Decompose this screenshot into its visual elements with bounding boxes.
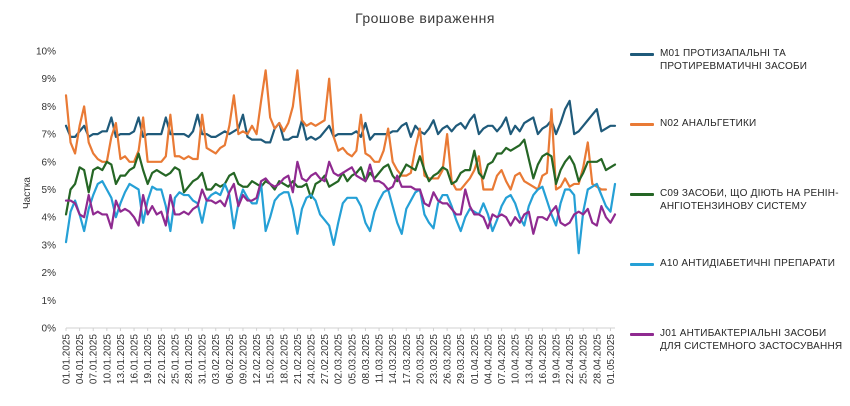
x-tick-label: 08.03.2025: [361, 334, 372, 384]
y-tick-label: 0%: [42, 324, 57, 335]
x-tick-label: 05.03.2025: [347, 334, 358, 384]
x-tick-label: 29.03.2025: [456, 334, 467, 384]
x-tick-label: 07.04.2025: [497, 334, 508, 384]
x-tick-label: 01.01.2025: [62, 334, 73, 384]
y-tick-label: 1%: [42, 296, 57, 307]
x-tick-label: 24.02.2025: [307, 334, 318, 384]
x-tick-label: 17.03.2025: [402, 334, 413, 384]
legend-label-c09: C09 ЗАСОБИ, ЩО ДІЮТЬ НА РЕНІН-АНГІОТЕНЗИ…: [660, 188, 839, 212]
series-line-m01: [64, 99, 617, 144]
x-tick-label: 13.01.2025: [116, 334, 127, 384]
x-tick-label: 06.02.2025: [225, 334, 236, 384]
legend-item-a10[interactable]: A10 АНТИДІАБЕТИЧНІ ПРЕПАРАТИ: [630, 257, 845, 270]
axes: 0% 1% 2% 3% 4% 5% 6% 7% 8% 9% 10% 01.01.2025 04.01.2…: [36, 47, 617, 385]
y-tick-label: 8%: [42, 102, 57, 113]
x-tick-label: 19.01.2025: [143, 334, 154, 384]
x-tick-label: 22.04.2025: [565, 334, 576, 384]
legend-item-n02[interactable]: N02 АНАЛЬГЕТИКИ: [630, 117, 845, 130]
series-lines: [64, 69, 617, 255]
chart-legend: М01 ПРОТИЗАПАЛЬНІ ТА ПРОТИРЕВМАТИЧНІ ЗАС…: [630, 0, 850, 406]
y-axis-label: Частка: [22, 177, 33, 209]
legend-item-c09[interactable]: C09 ЗАСОБИ, ЩО ДІЮТЬ НА РЕНІН-АНГІОТЕНЗИ…: [630, 187, 845, 213]
x-tick-label: 11.03.2025: [375, 334, 386, 384]
x-tick-label: 16.01.2025: [130, 334, 141, 384]
x-tick-label: 19.04.2025: [552, 334, 563, 384]
chart-title: Грошове вираження: [355, 10, 495, 26]
legend-label-j01: J01 АНТИБАКТЕРІАЛЬНІ ЗАСОБИ ДЛЯ СИСТЕМНО…: [660, 328, 843, 352]
x-tick-label: 04.01.2025: [75, 334, 86, 384]
x-tick-label: 15.02.2025: [266, 334, 277, 384]
legend-swatch-n02: [630, 123, 654, 126]
x-tick-label: 22.01.2025: [157, 334, 168, 384]
x-tick-label: 28.04.2025: [592, 334, 603, 384]
series-line-j01: [64, 160, 617, 235]
legend-item-j01[interactable]: J01 АНТИБАКТЕРІАЛЬНІ ЗАСОБИ ДЛЯ СИСТЕМНО…: [630, 327, 845, 353]
y-tick-label: 5%: [42, 185, 57, 196]
x-tick-label: 21.02.2025: [293, 334, 304, 384]
x-tick-label: 31.01.2025: [198, 334, 209, 384]
x-tick-label: 01.04.2025: [470, 334, 481, 384]
legend-swatch-j01: [630, 333, 654, 336]
series-line-n02: [64, 69, 608, 191]
x-tick-label: 18.02.2025: [279, 334, 290, 384]
legend-item-m01[interactable]: М01 ПРОТИЗАПАЛЬНІ ТА ПРОТИРЕВМАТИЧНІ ЗАС…: [630, 47, 845, 73]
legend-label-n02: N02 АНАЛЬГЕТИКИ: [660, 118, 757, 129]
y-tick-label: 10%: [36, 47, 56, 58]
x-tick-label: 03.02.2025: [211, 334, 222, 384]
series-line-c09: [64, 138, 617, 216]
x-tick-label: 10.01.2025: [102, 334, 113, 384]
x-tick-label: 07.01.2025: [89, 334, 100, 384]
y-tick-label: 6%: [42, 157, 57, 168]
legend-swatch-m01: [630, 53, 654, 56]
x-tick-label: 12.02.2025: [252, 334, 263, 384]
x-tick-label: 13.04.2025: [524, 334, 535, 384]
x-tick-label: 01.05.2025: [606, 334, 617, 384]
x-tick-label: 23.03.2025: [429, 334, 440, 384]
x-tick-label: 04.04.2025: [483, 334, 494, 384]
x-tick-label: 25.04.2025: [579, 334, 590, 384]
y-tick-label: 9%: [42, 74, 57, 85]
x-tick-label: 10.04.2025: [511, 334, 522, 384]
y-tick-label: 2%: [42, 268, 57, 279]
legend-label-m01: М01 ПРОТИЗАПАЛЬНІ ТА ПРОТИРЕВМАТИЧНІ ЗАС…: [660, 48, 808, 72]
y-tick-label: 4%: [42, 213, 57, 224]
x-tick-label: 26.03.2025: [443, 334, 454, 384]
legend-swatch-c09: [630, 193, 654, 196]
x-tick-label: 02.03.2025: [334, 334, 345, 384]
x-tick-label: 14.03.2025: [388, 334, 399, 384]
x-tick-label: 20.03.2025: [415, 334, 426, 384]
x-tick-label: 16.04.2025: [538, 334, 549, 384]
x-tick-label: 27.02.2025: [320, 334, 331, 384]
legend-label-a10: A10 АНТИДІАБЕТИЧНІ ПРЕПАРАТИ: [660, 258, 836, 269]
series-line-a10: [64, 180, 617, 255]
x-tick-label: 25.01.2025: [170, 334, 181, 384]
x-tick-label: 28.01.2025: [184, 334, 195, 384]
legend-swatch-a10: [630, 263, 654, 266]
x-tick-label: 09.02.2025: [238, 334, 249, 384]
y-tick-label: 7%: [42, 130, 57, 141]
y-tick-label: 3%: [42, 240, 57, 251]
